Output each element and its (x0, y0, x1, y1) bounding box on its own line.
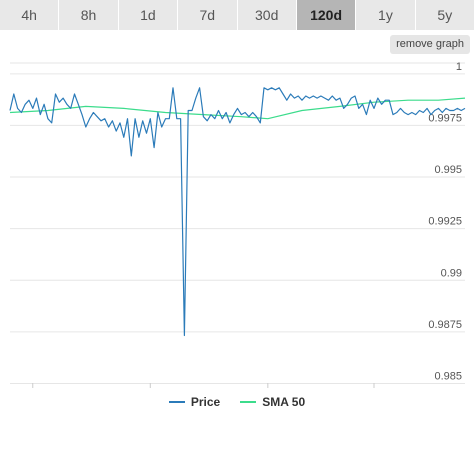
legend-label: Price (190, 395, 221, 409)
legend-item-price[interactable]: Price (168, 395, 221, 409)
tab-7d[interactable]: 7d (178, 0, 238, 30)
tab-30d[interactable]: 30d (237, 0, 297, 30)
remove-graph-button[interactable]: remove graph (390, 35, 470, 54)
legend-item-sma-50[interactable]: SMA 50 (240, 395, 305, 409)
tab-1y[interactable]: 1y (356, 0, 416, 30)
tab-8h[interactable]: 8h (59, 0, 119, 30)
y-tick-label: 0.995 (434, 164, 462, 176)
series-line-price (9, 87, 466, 337)
tab-1d[interactable]: 1d (118, 0, 179, 30)
y-tick-label: 0.985 (434, 371, 462, 383)
y-tick-label: 0.9875 (428, 319, 462, 331)
series-line-sma-50 (9, 97, 466, 120)
legend-swatch (168, 401, 185, 403)
y-tick-label: 1 (456, 61, 462, 73)
y-tick-label: 0.9975 (428, 112, 462, 124)
y-axis-tick-labels: 1 0.9975 0.995 0.9925 0.99 0.9875 0.985 (428, 61, 462, 383)
tab-4h[interactable]: 4h (0, 0, 60, 30)
grid-lines (10, 62, 465, 384)
series-lines (9, 87, 466, 337)
chart-legend: Price SMA 50 (0, 392, 474, 409)
timeframe-tabs: 4h 8h 1d 7d 30d 120d 1y 5y (0, 0, 474, 30)
y-tick-label: 0.99 (441, 267, 462, 279)
legend-swatch (240, 401, 257, 403)
x-axis-tick-labels: Dec '25Jan '26Feb '26Mar '26 (32, 383, 375, 388)
legend-label: SMA 50 (262, 395, 306, 409)
tab-5y[interactable]: 5y (415, 0, 474, 30)
y-tick-label: 0.9925 (428, 216, 462, 228)
tab-120d[interactable]: 120d (296, 0, 357, 30)
price-chart: 1 0.9975 0.995 0.9925 0.99 0.9875 0.985 Dec '2… (9, 61, 466, 388)
